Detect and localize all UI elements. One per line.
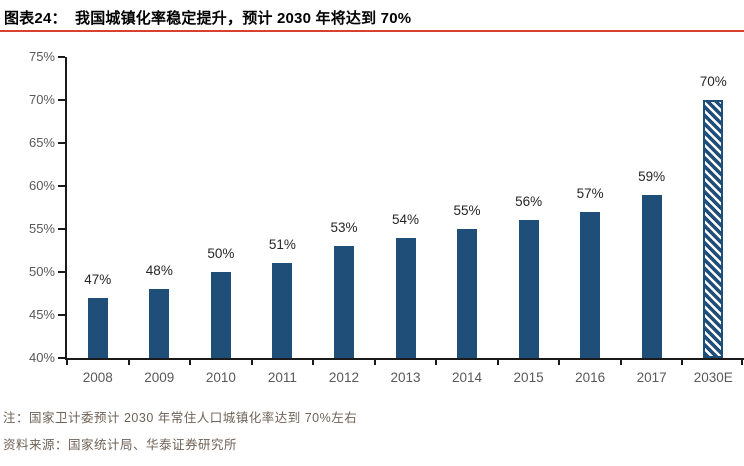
y-axis-tick	[58, 228, 65, 230]
bar-2013	[395, 237, 416, 358]
bar-2010	[210, 272, 231, 358]
x-axis-tick	[189, 360, 192, 365]
x-tick-label: 2013	[390, 370, 421, 385]
x-tick-label: 2014	[452, 370, 483, 385]
bar-2009	[149, 289, 170, 358]
y-axis-tick	[58, 314, 65, 316]
x-axis-tick	[741, 360, 743, 365]
bar-2015	[518, 220, 539, 358]
x-tick-label: 2011	[267, 370, 297, 385]
y-tick-label: 70%	[28, 92, 55, 107]
y-axis-tick	[58, 99, 65, 101]
x-axis-line	[65, 358, 744, 360]
y-axis-tick	[58, 357, 65, 359]
y-tick-label: 45%	[28, 307, 55, 322]
x-axis-tick	[496, 360, 499, 365]
chart-source: 资料来源：国家统计局、华泰证券研究所	[3, 438, 238, 452]
bar-2011	[272, 263, 293, 358]
bar-2012	[333, 246, 354, 358]
x-axis-tick	[619, 360, 622, 365]
x-tick-label: 2015	[513, 370, 544, 385]
bar-value-label: 51%	[268, 237, 296, 253]
bar-2017	[641, 194, 662, 358]
x-tick-label: 2012	[328, 370, 359, 385]
y-tick-label: 55%	[28, 221, 55, 236]
y-tick-label: 50%	[28, 264, 55, 279]
y-axis-tick	[58, 271, 65, 273]
bar-2008	[87, 297, 108, 358]
y-axis-line	[65, 57, 67, 358]
bar-value-label: 48%	[145, 263, 173, 279]
bar-2014	[457, 229, 478, 358]
bar-value-label: 56%	[515, 194, 543, 210]
bar-value-label: 55%	[453, 203, 481, 218]
bar-value-label: 70%	[699, 74, 727, 89]
x-axis-tick	[681, 360, 684, 365]
x-axis-tick	[435, 360, 438, 365]
bar-value-label: 59%	[638, 168, 666, 184]
bar-value-label: 53%	[330, 220, 358, 236]
x-tick-label: 2016	[575, 370, 606, 385]
x-tick-label: 2010	[205, 370, 236, 385]
y-tick-label: 75%	[28, 49, 55, 64]
x-tick-label: 2030E	[693, 370, 733, 385]
x-tick-label: 2009	[144, 370, 175, 385]
figure-number-label: 图表24：	[4, 10, 67, 27]
bar-value-label: 50%	[207, 246, 235, 261]
bar-2016	[580, 211, 601, 358]
y-axis-tick	[58, 56, 65, 58]
title-underline	[0, 30, 744, 32]
x-axis-tick	[373, 360, 376, 365]
x-tick-label: 2008	[82, 370, 113, 385]
x-axis-tick	[66, 360, 68, 365]
x-axis-tick	[127, 360, 130, 365]
x-axis-tick	[312, 360, 315, 365]
y-axis-tick	[58, 185, 65, 187]
y-tick-label: 40%	[28, 350, 55, 365]
bar-2030E	[703, 100, 724, 358]
chart-title: 我国城镇化率稳定提升，预计 2030 年将达到 70%	[75, 10, 412, 27]
y-axis-tick	[58, 142, 65, 144]
x-axis-tick	[250, 360, 253, 365]
chart-note: 注：国家卫计委预计 2030 年常住人口城镇化率达到 70%左右	[3, 411, 358, 425]
bar-value-label: 57%	[576, 185, 604, 201]
bar-chart: 75% 70% 65% 60% 55% 50% 45% 40% 47% 2008 48% 2009 50…	[28, 49, 744, 385]
bar-value-label: 47%	[84, 271, 112, 287]
y-tick-label: 65%	[28, 135, 55, 150]
y-tick-label: 60%	[28, 178, 55, 193]
x-tick-label: 2017	[636, 370, 667, 385]
bar-value-label: 54%	[391, 211, 420, 227]
x-axis-tick	[558, 360, 561, 365]
